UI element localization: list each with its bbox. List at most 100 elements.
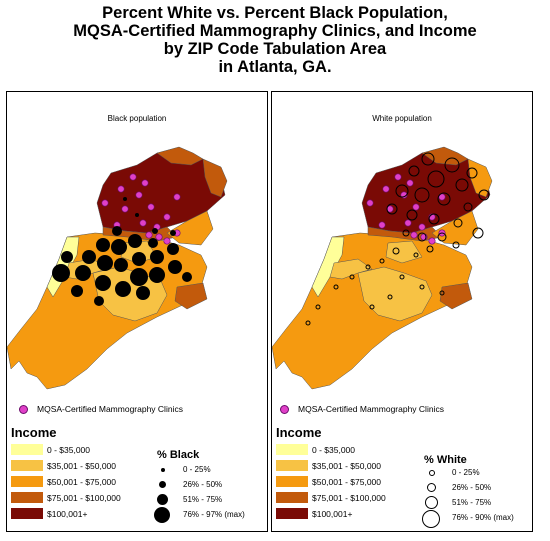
clinic-marker	[378, 221, 386, 229]
pct-white-circle	[428, 213, 440, 225]
zcta-south-east	[439, 282, 473, 310]
pct-white-symbol-2	[427, 483, 436, 492]
clinic-marker	[135, 191, 143, 199]
pct-black-circle	[114, 258, 128, 272]
pct-white-circle	[417, 232, 427, 242]
pct-white-circle	[414, 187, 430, 203]
pct-white-circle	[478, 189, 490, 201]
income-row-1: 0 - $35,000	[11, 444, 90, 455]
zcta-mid-band	[166, 210, 214, 246]
pct-black-row-2: 26% - 50%	[183, 480, 223, 489]
income-row-5: $100,001+	[276, 508, 352, 519]
clinic-marker	[412, 203, 420, 211]
pct-black-circle	[167, 243, 179, 255]
clinic-legend: MQSA-Certified Mammography Clinics	[19, 404, 183, 414]
panel-heading-white: White population	[372, 114, 432, 123]
income-row-3: $50,001 - $75,000	[11, 476, 116, 487]
pct-white-symbol-4	[422, 510, 440, 528]
pct-black-circle	[168, 260, 182, 274]
pct-white-circle	[427, 170, 445, 188]
pct-black-row-4: 76% - 97% (max)	[183, 510, 245, 519]
white-population-panel: White population MQSA-Certified Mammogra…	[271, 91, 533, 532]
pct-black-circle	[112, 226, 122, 236]
pct-white-circle	[349, 274, 355, 280]
clinic-legend: MQSA-Certified Mammography Clinics	[280, 404, 444, 414]
pct-white-circle	[455, 178, 469, 192]
income-row-4: $75,001 - $100,000	[11, 492, 121, 503]
pct-white-circle	[395, 184, 409, 198]
pct-black-circle	[170, 230, 176, 236]
title-line-4: in Atlanta, GA.	[218, 58, 332, 76]
pct-white-circle	[305, 320, 311, 326]
pct-black-circle	[148, 238, 158, 248]
pct-black-circle	[95, 275, 111, 291]
pct-black-circle	[128, 234, 142, 248]
clinic-marker	[139, 219, 147, 227]
clinic-marker	[163, 213, 171, 221]
clinic-legend-dot	[280, 404, 289, 414]
zcta-south-east	[174, 282, 208, 310]
pct-white-circle	[453, 218, 463, 228]
pct-white-circle	[472, 227, 484, 239]
black-population-map[interactable]	[7, 137, 268, 397]
income-row-1: 0 - $35,000	[276, 444, 355, 455]
panel-heading-black: Black population	[107, 114, 167, 123]
clinic-marker	[147, 203, 155, 211]
zcta-north-east-2	[202, 158, 228, 198]
income-row-5: $100,001+	[11, 508, 87, 519]
pct-white-circle	[379, 258, 385, 264]
white-population-map[interactable]	[272, 137, 533, 397]
pct-black-circle	[52, 264, 70, 282]
pct-black-symbol-1	[161, 468, 165, 472]
clinic-marker	[145, 231, 153, 239]
clinic-marker	[410, 231, 418, 239]
pct-black-circle	[97, 255, 113, 271]
pct-black-circle	[152, 228, 158, 234]
income-swatch-1	[11, 444, 43, 455]
pct-white-circle	[387, 294, 393, 300]
pct-white-circle	[421, 152, 435, 166]
map-title: Percent White vs. Percent Black Populati…	[0, 4, 550, 76]
zcta-west-low-income	[311, 236, 345, 298]
pct-white-circle	[426, 245, 434, 253]
pct-black-circle	[150, 250, 164, 264]
clinic-marker	[101, 199, 109, 207]
pct-white-symbol-3	[425, 496, 438, 509]
zcta-mid-band	[431, 210, 479, 246]
clinic-marker	[366, 199, 374, 207]
pct-white-circle	[369, 304, 375, 310]
clinic-marker	[406, 179, 414, 187]
pct-black-circle	[182, 272, 192, 282]
pct-black-circle	[115, 281, 131, 297]
income-swatch-3	[11, 476, 43, 487]
pct-white-row-1: 0 - 25%	[452, 468, 480, 477]
clinic-marker	[394, 173, 402, 181]
title-line-3: by ZIP Code Tabulation Area	[163, 40, 387, 58]
pct-black-circle	[130, 268, 148, 286]
income-swatch-5	[276, 508, 308, 519]
pct-black-symbol-2	[159, 481, 166, 488]
zcta-pale-south	[385, 240, 423, 264]
pct-white-circle	[437, 232, 447, 242]
title-line-2: MQSA-Certified Mammography Clinics, and …	[73, 22, 477, 40]
clinic-marker	[155, 233, 163, 241]
pct-white-circle	[315, 304, 321, 310]
income-row-3: $50,001 - $75,000	[276, 476, 381, 487]
pct-black-circle	[136, 286, 150, 300]
pct-black-circle	[71, 285, 83, 297]
clinic-marker	[173, 193, 181, 201]
title-line-1: Percent White vs. Percent Black Populati…	[102, 4, 448, 22]
clinic-marker	[141, 179, 149, 187]
pct-white-title: % White	[424, 454, 467, 466]
pct-white-symbol-1	[429, 470, 435, 476]
zcta-central-south	[92, 266, 168, 322]
income-swatch-4	[276, 492, 308, 503]
pct-black-symbol-3	[157, 494, 168, 505]
pct-white-circle	[419, 284, 425, 290]
pct-black-circle	[149, 267, 165, 283]
pct-white-circle	[452, 241, 460, 249]
pct-black-title: % Black	[157, 449, 200, 461]
zcta-central-south	[357, 266, 433, 322]
pct-black-circle	[82, 250, 96, 264]
clinic-marker	[117, 185, 125, 193]
